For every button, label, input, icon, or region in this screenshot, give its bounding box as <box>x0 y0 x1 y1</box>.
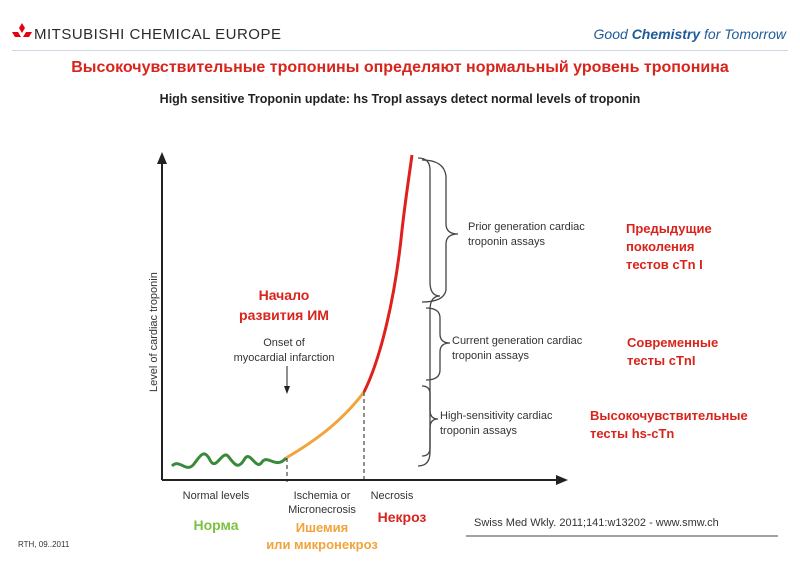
hs-assays-en-line2: troponin assays <box>440 425 518 437</box>
prior-assays-ru-line2: поколения <box>626 239 695 254</box>
mitsubishi-diamonds-icon <box>12 23 32 37</box>
hs-assays-en-line1: High-sensitivity cardiac <box>440 410 553 422</box>
prior-assays-ru-line1: Предыдущие <box>626 221 712 236</box>
curve-ischemia <box>285 391 366 460</box>
phase-normal-en: Normal levels <box>183 490 250 502</box>
prior-assays-en-line2: troponin assays <box>468 236 546 248</box>
curve-normal-levels <box>170 452 288 469</box>
current-assays-en-line2: troponin assays <box>452 350 530 362</box>
page-title: Высокочувствительные тропонины определяю… <box>71 59 729 76</box>
onset-label-en-line1: Onset of <box>263 337 306 349</box>
current-assays-ru-line2: тесты cTnI <box>627 353 695 368</box>
hs-assays-ru-line2: тесты hs-cTn <box>590 426 674 441</box>
brace-current-generation <box>425 307 451 381</box>
brace-prior-inner <box>421 159 459 303</box>
phase-necrosis-ru: Некроз <box>378 509 427 525</box>
onset-label-ru-line2: развития ИМ <box>239 307 329 323</box>
onset-label-en-line2: myocardial infarction <box>234 352 335 364</box>
y-axis-arrow-icon <box>157 152 167 164</box>
phase-normal-ru: Норма <box>194 517 239 533</box>
hs-assays-ru-line1: Высокочувствительные <box>590 408 748 423</box>
current-assays-en-line1: Current generation cardiac <box>452 335 583 347</box>
brace-high-sensitivity <box>421 385 439 457</box>
company-name: MITSUBISHI CHEMICAL EUROPE <box>34 26 282 43</box>
phase-ischemia-en-line2: Micronecrosis <box>288 504 356 516</box>
page-subtitle: High sensitive Troponin update: hs TropI… <box>159 92 641 106</box>
y-axis-label: Level of cardiac troponin <box>148 272 160 392</box>
onset-label-ru-line1: Начало <box>259 287 310 303</box>
source-citation: Swiss Med Wkly. 2011;141:w13202 - www.sm… <box>474 517 719 529</box>
footer-date: RTH, 09..2011 <box>18 540 70 549</box>
current-assays-ru-line1: Современные <box>627 335 718 350</box>
onset-arrow-icon <box>284 386 290 394</box>
prior-assays-en-line1: Prior generation cardiac <box>468 221 585 233</box>
phase-ischemia-ru-line1: Ишемия <box>296 520 348 535</box>
x-axis-arrow-icon <box>556 475 568 485</box>
header-divider <box>12 50 788 51</box>
phase-ischemia-en-line1: Ischemia or <box>294 490 351 502</box>
phase-ischemia-ru-line2: или микронекроз <box>266 537 378 552</box>
prior-assays-ru-line3: тестов cTn I <box>626 257 703 272</box>
phase-necrosis-en: Necrosis <box>371 490 414 502</box>
curve-necrosis <box>362 154 414 393</box>
slogan: Good Chemistry for Tomorrow <box>593 26 786 42</box>
brace-prior-generation <box>417 157 441 467</box>
